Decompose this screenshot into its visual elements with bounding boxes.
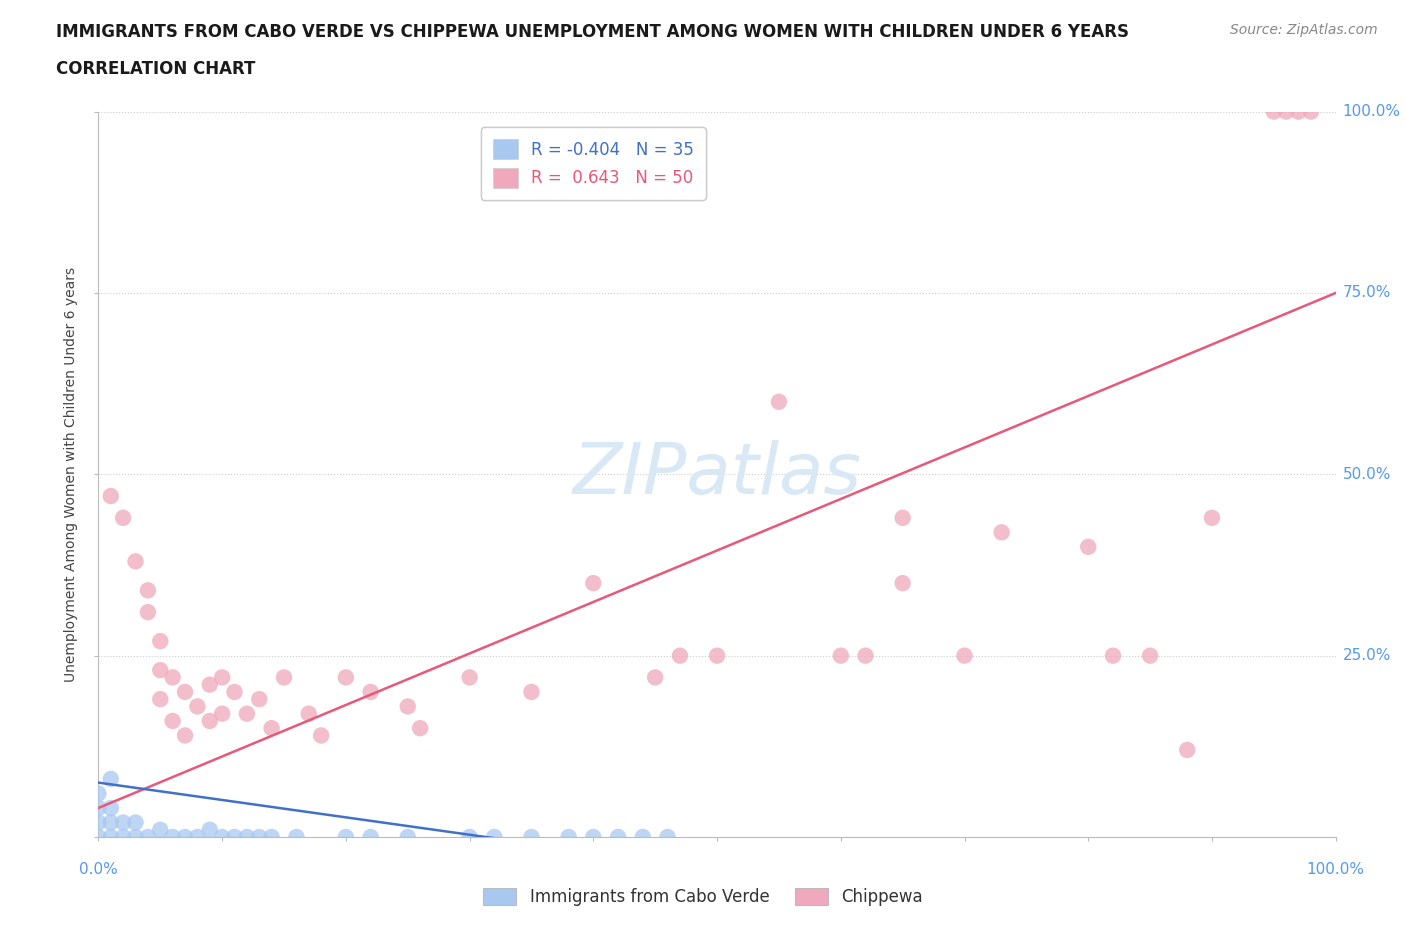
Point [1139, 648, 1161, 663]
Point [124, 830, 146, 844]
Point [211, 670, 233, 684]
Point [855, 648, 877, 663]
Point [582, 576, 605, 591]
Point [396, 699, 419, 714]
Point [136, 583, 159, 598]
Point [236, 706, 259, 721]
Point [360, 830, 382, 844]
Point [830, 648, 852, 663]
Point [136, 830, 159, 844]
Point [162, 713, 184, 728]
Text: 25.0%: 25.0% [1343, 648, 1391, 663]
Point [520, 684, 543, 699]
Point [1288, 104, 1310, 119]
Point [309, 728, 332, 743]
Y-axis label: Unemployment Among Women with Children Under 6 years: Unemployment Among Women with Children U… [65, 267, 79, 682]
Text: 0.0%: 0.0% [79, 862, 118, 877]
Point [360, 684, 382, 699]
Point [582, 830, 605, 844]
Point [211, 830, 233, 844]
Point [1077, 539, 1099, 554]
Point [990, 525, 1012, 539]
Point [260, 721, 283, 736]
Point [149, 692, 172, 707]
Text: CORRELATION CHART: CORRELATION CHART [56, 60, 256, 78]
Point [198, 822, 221, 837]
Point [285, 830, 308, 844]
Point [607, 830, 630, 844]
Point [224, 684, 246, 699]
Point [458, 830, 481, 844]
Point [657, 830, 679, 844]
Point [260, 830, 283, 844]
Point [100, 772, 122, 787]
Point [706, 648, 728, 663]
Text: 100.0%: 100.0% [1343, 104, 1400, 119]
Point [112, 815, 135, 830]
Point [149, 633, 172, 648]
Point [396, 830, 419, 844]
Point [112, 511, 135, 525]
Legend: R = -0.404   N = 35, R =  0.643   N = 50: R = -0.404 N = 35, R = 0.643 N = 50 [481, 127, 706, 200]
Point [247, 692, 270, 707]
Point [458, 670, 481, 684]
Point [644, 670, 666, 684]
Point [186, 830, 208, 844]
Point [100, 815, 122, 830]
Point [162, 670, 184, 684]
Point [1275, 104, 1298, 119]
Point [1175, 742, 1198, 757]
Point [112, 830, 135, 844]
Point [484, 830, 506, 844]
Point [953, 648, 976, 663]
Point [149, 663, 172, 678]
Text: Source: ZipAtlas.com: Source: ZipAtlas.com [1230, 23, 1378, 37]
Point [174, 728, 197, 743]
Point [1102, 648, 1125, 663]
Point [87, 786, 110, 801]
Point [124, 815, 146, 830]
Point [224, 830, 246, 844]
Point [100, 830, 122, 844]
Point [273, 670, 295, 684]
Point [174, 830, 197, 844]
Point [198, 677, 221, 692]
Point [768, 394, 790, 409]
Legend: Immigrants from Cabo Verde, Chippewa: Immigrants from Cabo Verde, Chippewa [477, 881, 929, 912]
Point [520, 830, 543, 844]
Text: ZIPatlas: ZIPatlas [572, 440, 862, 509]
Point [236, 830, 259, 844]
Point [149, 822, 172, 837]
Point [100, 488, 122, 503]
Point [335, 830, 357, 844]
Point [891, 576, 914, 591]
Point [211, 706, 233, 721]
Point [100, 801, 122, 816]
Point [162, 830, 184, 844]
Point [557, 830, 579, 844]
Text: IMMIGRANTS FROM CABO VERDE VS CHIPPEWA UNEMPLOYMENT AMONG WOMEN WITH CHILDREN UN: IMMIGRANTS FROM CABO VERDE VS CHIPPEWA U… [56, 23, 1129, 41]
Point [124, 554, 146, 569]
Point [669, 648, 692, 663]
Point [298, 706, 321, 721]
Point [186, 699, 208, 714]
Point [631, 830, 654, 844]
Point [335, 670, 357, 684]
Point [247, 830, 270, 844]
Point [198, 713, 221, 728]
Point [87, 801, 110, 816]
Point [1201, 511, 1223, 525]
Text: 75.0%: 75.0% [1343, 286, 1391, 300]
Point [136, 604, 159, 619]
Text: 50.0%: 50.0% [1343, 467, 1391, 482]
Text: 100.0%: 100.0% [1306, 862, 1365, 877]
Point [1299, 104, 1322, 119]
Point [87, 830, 110, 844]
Point [409, 721, 432, 736]
Point [1263, 104, 1285, 119]
Point [87, 815, 110, 830]
Point [891, 511, 914, 525]
Point [174, 684, 197, 699]
